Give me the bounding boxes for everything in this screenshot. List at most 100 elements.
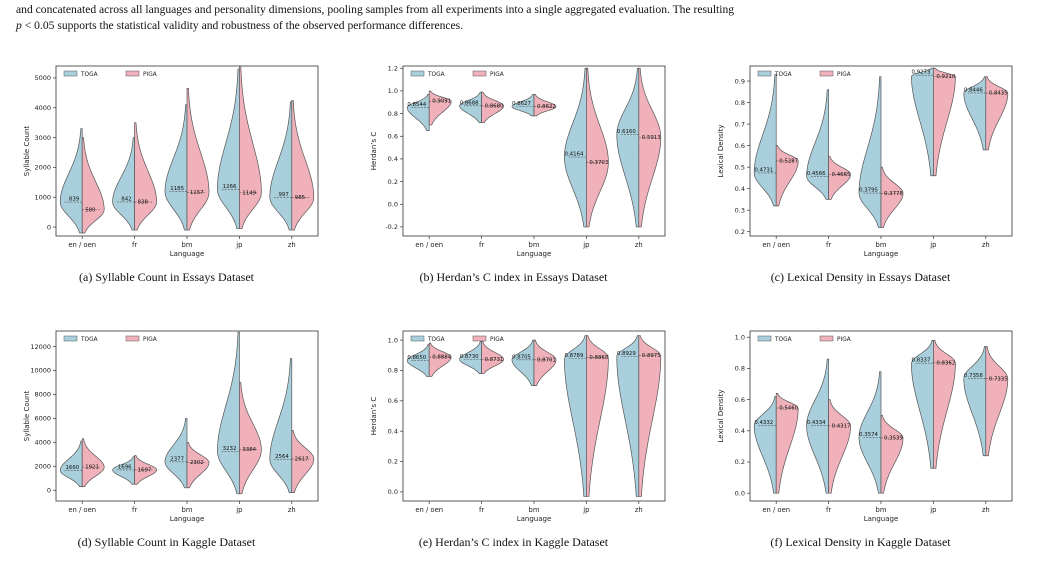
violin-toga: [911, 340, 934, 469]
y-tick-label: 0.6: [735, 142, 745, 150]
data-label-toga: 0.4332: [754, 420, 773, 426]
data-label-piga: 0.4317: [832, 423, 851, 429]
data-label-piga: 1157: [190, 190, 204, 196]
data-label-piga: 985: [295, 195, 305, 201]
x-tick-label: bm: [876, 506, 887, 514]
violin-toga: [459, 91, 482, 124]
data-label-toga: 0.8544: [407, 102, 426, 108]
y-tick-label: 0.6: [735, 396, 745, 404]
data-label-piga: 0.3539: [884, 436, 903, 442]
violin-toga: [112, 456, 135, 485]
violin-toga: [911, 67, 934, 177]
violin-piga: [481, 91, 504, 124]
x-tick-label: en / oen: [762, 506, 790, 514]
violin-piga: [81, 438, 105, 487]
data-label-toga: 1660: [65, 465, 79, 471]
violin-piga: [985, 346, 1009, 457]
violin-toga: [59, 128, 83, 234]
y-tick-label: 0.4: [388, 427, 398, 435]
panel-c: 0.2 0.3 0.4 0.5 0.6 0.7 0.8 0.9 en / oen fr bm jp zh…: [694, 60, 1027, 305]
y-tick-label: 4000: [34, 439, 51, 447]
legend-label-toga: TOGA: [80, 72, 98, 78]
violin-piga: [291, 99, 315, 231]
data-label-piga: 3384: [242, 447, 256, 453]
x-tick-label: fr: [132, 241, 137, 249]
data-label-piga: 0.5460: [779, 406, 798, 412]
y-tick-label: 0.0: [388, 488, 398, 496]
data-label-piga: 0.8731: [485, 357, 504, 363]
chart-d: 0 2000 4000 6000 8000 10000 12000 en / oen fr bm j…: [23, 330, 319, 523]
violin-piga: [428, 90, 452, 126]
x-tick-label: bm: [529, 506, 540, 514]
y-tick-label: 0.8: [388, 110, 398, 118]
data-label-piga: 0.8680: [485, 103, 504, 109]
violin-toga: [616, 67, 640, 228]
caption-e: (e) Herdan’s C index in Kaggle Dataset: [418, 535, 609, 549]
legend-label-toga: TOGA: [427, 337, 445, 343]
data-label-piga: 0.9091: [432, 99, 451, 105]
caption-c: (c) Lexical Density in Essays Dataset: [770, 270, 951, 284]
y-tick-label: 0.8: [388, 367, 398, 375]
intro-line-2-rest: < 0.05 supports the statistical validity…: [24, 18, 464, 32]
y-tick-label: 1000: [34, 193, 51, 201]
x-tick-label: fr: [479, 506, 484, 514]
x-tick-label: fr: [132, 506, 137, 514]
violin-piga: [775, 145, 799, 207]
violin-toga: [564, 67, 587, 228]
violin-toga: [963, 76, 987, 151]
violin-toga: [406, 93, 430, 131]
x-tick-label: en / oen: [415, 506, 443, 514]
violin-piga: [239, 382, 262, 495]
y-tick-label: 2000: [34, 164, 51, 172]
legend-swatch-piga: [125, 70, 140, 77]
x-tick-label: fr: [826, 241, 831, 249]
y-axis-label: Lexical Density: [717, 125, 725, 178]
legend-label-piga: PIGA: [837, 72, 851, 78]
legend-label-piga: PIGA: [490, 72, 504, 78]
violin-toga: [806, 358, 829, 494]
violin-piga: [828, 399, 851, 494]
y-tick-label: 0.3: [735, 206, 745, 214]
x-tick-label: fr: [826, 506, 831, 514]
x-tick-label: bm: [182, 506, 193, 514]
data-label-toga: 2377: [170, 456, 184, 462]
data-label-piga: 2617: [295, 456, 309, 462]
violin-toga: [963, 346, 987, 457]
x-tick-label: jp: [582, 506, 589, 514]
intro-line-2: p < 0.05 supports the statistical validi…: [16, 18, 1026, 34]
violin-piga: [428, 342, 452, 377]
y-tick-label: 0: [47, 223, 51, 231]
x-tick-label: zh: [288, 506, 296, 514]
legend-swatch-toga: [63, 335, 78, 342]
data-label-piga: 0.7335: [989, 376, 1008, 382]
panel-a: 0 1000 2000 3000 4000 5000 en / oen fr bm jp zh Lan…: [0, 60, 333, 305]
y-axis-label: Herdan’s C: [370, 397, 378, 436]
data-label-piga: 0.3703: [589, 160, 608, 166]
violin-piga: [481, 341, 504, 374]
data-label-toga: 1266: [223, 184, 237, 190]
data-label-piga: 0.9218: [936, 74, 955, 80]
violin-piga: [186, 88, 210, 231]
y-tick-label: 0: [47, 486, 51, 494]
violin-toga: [511, 339, 535, 386]
legend-swatch-piga: [819, 335, 834, 342]
x-tick-label: en / oen: [762, 241, 790, 249]
violin-piga: [638, 67, 662, 228]
data-label-piga: 0.5913: [642, 135, 661, 141]
y-tick-label: 1.2: [388, 64, 398, 72]
caption-f: (f) Lexical Density in Kaggle Dataset: [770, 535, 951, 549]
y-tick-label: 0.7: [735, 120, 745, 128]
data-label-piga: 838: [138, 200, 149, 206]
violin-piga: [880, 166, 904, 228]
x-tick-label: en / oen: [415, 241, 443, 249]
y-tick-label: 0.6: [388, 132, 398, 140]
violin-toga: [217, 331, 240, 495]
violin-toga: [753, 396, 777, 494]
x-tick-label: zh: [288, 241, 296, 249]
chart-b: -0.2 0.0 0.2 0.4 0.6 0.8 1.0 1.2 en / oen fr bm jp z…: [370, 64, 666, 258]
data-label-piga: 0.8884: [432, 355, 451, 361]
y-tick-label: 1.0: [388, 87, 398, 95]
data-label-piga: 0.8868: [589, 355, 608, 361]
x-tick-label: zh: [982, 241, 990, 249]
data-label-toga: 0.4731: [754, 167, 773, 173]
